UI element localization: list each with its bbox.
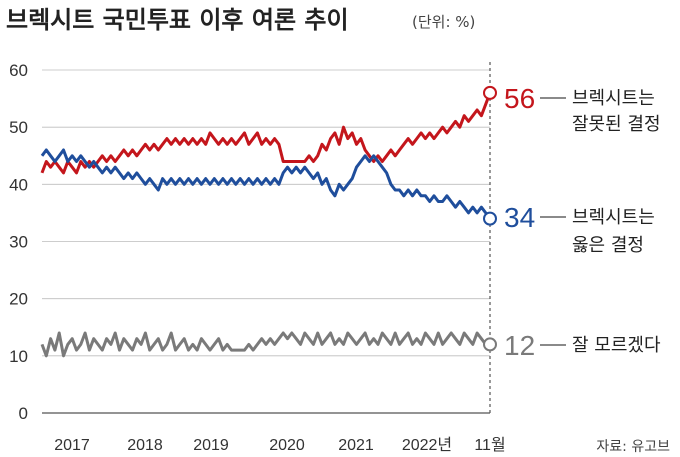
y-tick-label: 50 [9,118,28,137]
series-name-label: 잘못된 결정 [572,114,661,135]
x-axis-ticks: 2017 2018 2019 2020 2021 2022년 11월 [54,436,505,454]
x-tick-label: 2019 [193,437,229,454]
y-tick-label: 30 [9,233,28,252]
series-name-label: 잘 모르겠다 [572,335,661,356]
y-tick-label: 20 [9,290,28,309]
y-tick-label: 60 [9,61,28,80]
series-lines [40,85,497,358]
x-tick-label: 2021 [338,437,374,454]
series-name-label: 옳은 결정 [572,235,644,256]
y-tick-label: 40 [9,175,28,194]
endpoint-marker [483,211,497,226]
endpoint-marker [483,337,497,352]
series-line [40,148,492,220]
end-value-label: 12 [504,330,535,361]
endpoint-marker [483,85,497,100]
chart-title: 브렉시트 국민투표 이후 여론 추이 [6,6,349,34]
end-value-label: 34 [504,202,535,233]
x-tick-label: 2022년 [402,436,452,454]
series-line [40,92,492,175]
source-note: 자료: 유고브 [596,439,670,455]
end-value-label: 56 [504,83,535,114]
y-tick-label: 10 [9,347,28,366]
x-tick-label: 2017 [54,437,90,454]
y-tick-label: 0 [19,404,28,423]
x-tick-label: 11월 [474,436,505,454]
y-axis-ticks: 0 10 20 30 40 50 60 [9,61,28,423]
x-tick-label: 2020 [269,437,305,454]
series-name-label: 브렉시트는 [572,88,655,109]
series-name-label: 브렉시트는 [572,207,655,228]
unit-label: (단위: %) [412,13,475,31]
x-tick-label: 2018 [127,437,163,454]
gridlines [42,62,491,414]
series-line [40,331,490,358]
